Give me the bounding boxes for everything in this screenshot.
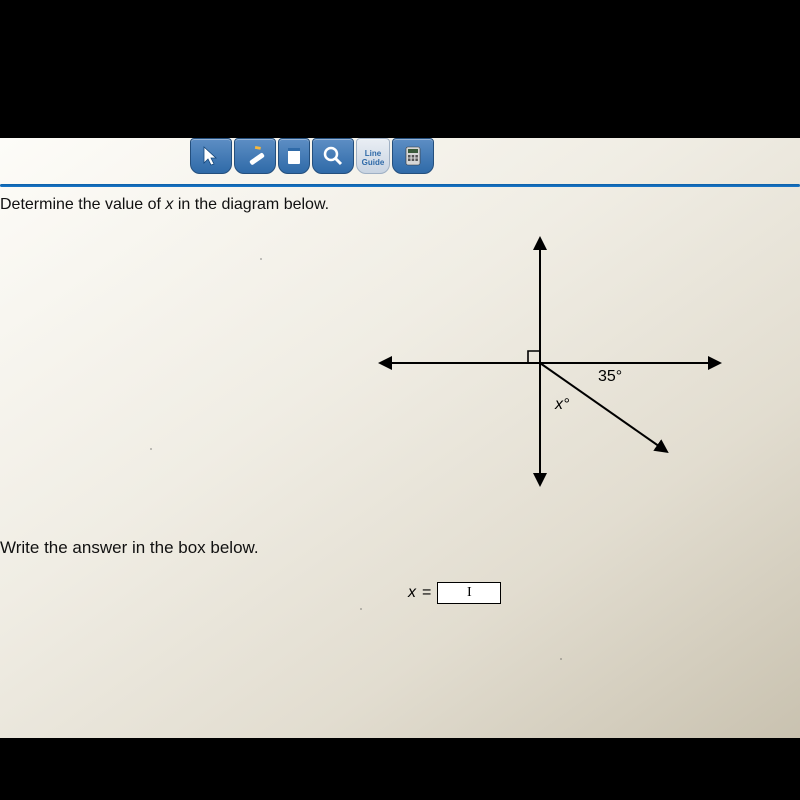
zoom-tab[interactable]	[312, 138, 354, 174]
note-tab[interactable]	[278, 138, 310, 174]
text-cursor-icon: I	[467, 585, 472, 601]
speck	[150, 448, 152, 450]
answer-row: x = I	[408, 582, 501, 604]
calculator-icon	[401, 144, 425, 168]
calculator-tab[interactable]	[392, 138, 434, 174]
instruction-text: Write the answer in the box below.	[0, 538, 259, 558]
question-text: Determine the value of x in the diagram …	[0, 196, 329, 214]
angle-x-label: x°	[555, 396, 569, 414]
question-suffix: in the diagram below.	[173, 196, 329, 213]
answer-lhs: x	[408, 584, 416, 602]
tool-tabs: Line Guide	[190, 138, 434, 174]
pencil-tab[interactable]	[234, 138, 276, 174]
answer-equals: =	[422, 584, 431, 602]
angle-35-label: 35°	[598, 368, 622, 386]
pencil-icon	[243, 144, 267, 168]
question-prefix: Determine the value of	[0, 196, 165, 213]
magnifier-icon	[321, 144, 345, 168]
speck	[360, 608, 362, 610]
header-divider	[0, 184, 800, 187]
speck	[260, 258, 262, 260]
diagram-svg	[360, 218, 740, 498]
line-guide-label-2: Guide	[362, 158, 385, 167]
pointer-tab[interactable]	[190, 138, 232, 174]
speck	[560, 658, 562, 660]
worksheet-screen: Line Guide Determine the value of x in t…	[0, 138, 800, 738]
toolbar: Line Guide	[0, 138, 800, 180]
line-guide-label-1: Line	[365, 149, 381, 158]
answer-input[interactable]: I	[437, 582, 501, 604]
angle-diagram: 35° x°	[360, 218, 740, 498]
note-icon	[282, 144, 306, 168]
pointer-icon	[199, 144, 223, 168]
line-guide-tab[interactable]: Line Guide	[356, 138, 390, 174]
